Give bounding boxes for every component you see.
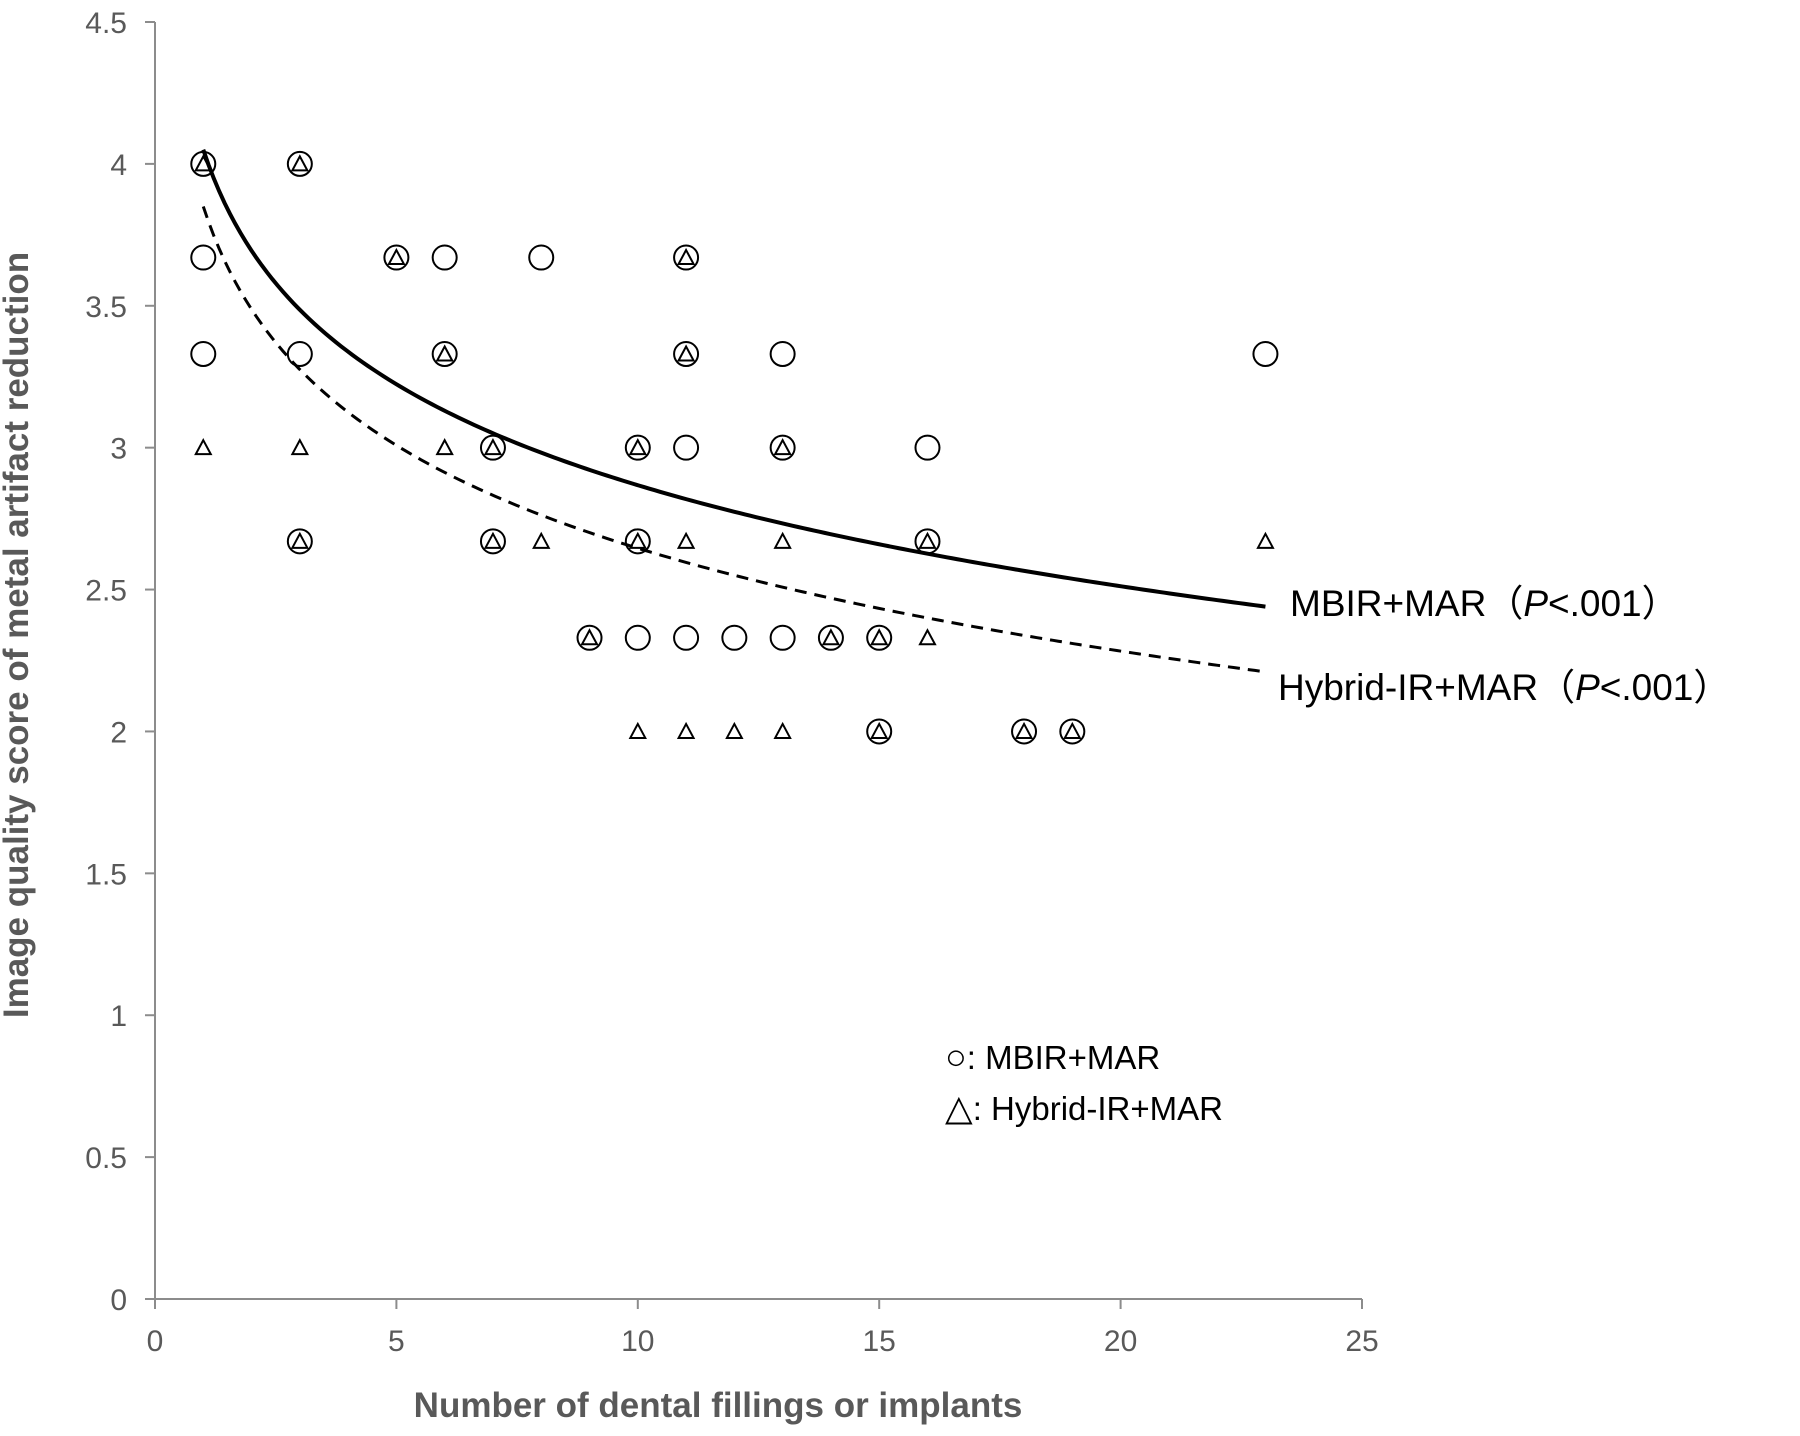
y-tick-label: 2 [110, 716, 127, 749]
hybrid-ir-mar-point [1256, 531, 1275, 549]
x-tick-label: 10 [621, 1325, 654, 1358]
legend-item-hybrid-ir-mar: △: Hybrid-IR+MAR [945, 1087, 1223, 1128]
mbir-mar-point [1011, 718, 1038, 745]
mbir-mar-point [866, 718, 893, 745]
x-tick-label: 5 [388, 1325, 405, 1358]
hybrid-ir-mar-point [628, 438, 647, 456]
mbir-mar-point [286, 150, 313, 177]
hybrid-ir-mar-point [676, 247, 696, 266]
mbir-mar-point [286, 341, 313, 368]
annotations: MBIR+MAR（P<.001） Hybrid-IR+MAR（P<.001） [1278, 583, 1730, 708]
y-tick-label: 0 [110, 1284, 127, 1317]
hybrid-ir-mar-point [870, 721, 889, 739]
mbir-mar-annotation: MBIR+MAR（P<.001） [1290, 583, 1679, 624]
mbir-mar-point [286, 528, 313, 555]
mbir-mar-trend-line [201, 149, 1266, 609]
mbir-mar-point [479, 528, 506, 555]
mbir-mar-point [1252, 341, 1279, 368]
hybrid-ir-mar-point [194, 154, 213, 172]
hybrid-ir-mar-point [483, 438, 503, 456]
hybrid-ir-mar-point [483, 531, 503, 549]
hybrid-ir-mar-trend-line [201, 205, 1266, 674]
hybrid-ir-mar-point [194, 438, 213, 456]
mbir-mar-point [383, 244, 410, 271]
mbir-mar-point [624, 434, 651, 461]
legend-item-mbir-mar: ○: MBIR+MAR [945, 1036, 1160, 1077]
hybrid-ir-mar-annotation: Hybrid-IR+MAR（P<.001） [1278, 667, 1730, 708]
mbir-mar-point [190, 341, 217, 368]
mbir-mar-point [673, 244, 700, 271]
y-tick-label: 4.5 [85, 7, 127, 40]
y-tick-label: 2.5 [85, 575, 127, 608]
y-axis-title: Image quality score of metal artifact re… [0, 252, 36, 1018]
mbir-mar-point [769, 434, 796, 461]
mbir-mar-point [190, 150, 217, 177]
hybrid-ir-mar-point [725, 721, 744, 739]
mbir-mar-point [673, 434, 700, 461]
mbir-mar-point [431, 341, 458, 368]
hybrid-ir-mar-point [290, 154, 310, 172]
hybrid-ir-mar-point [676, 721, 696, 739]
mbir-mar-point [479, 434, 506, 461]
hybrid-ir-mar-point [628, 721, 647, 739]
mbir-mar-point [673, 341, 700, 368]
mbir-mar-point [914, 528, 941, 555]
mbir-mar-point [624, 528, 651, 555]
y-tick-label: 4 [110, 149, 127, 182]
hybrid-ir-mar-point [532, 531, 551, 549]
hybrid-ir-mar-point [387, 247, 406, 266]
y-tick-label: 3 [110, 433, 127, 466]
x-tick-label: 20 [1104, 1325, 1137, 1358]
x-tick-label: 25 [1345, 1325, 1378, 1358]
axes [145, 21, 1363, 1309]
hybrid-ir-mar-point [918, 628, 937, 646]
x-axis-title: Number of dental fillings or implants [414, 1386, 1023, 1425]
mbir-mar-point [190, 244, 217, 271]
hybrid-ir-mar-point [628, 531, 647, 549]
tick-labels: 0 0.5 1 1.5 2 2.5 3 3.5 4 4.5 0 5 10 15 20 25 [85, 7, 1378, 1358]
hybrid-ir-mar-point [773, 531, 792, 549]
hybrid-ir-mar-point [870, 628, 889, 646]
y-tick-label: 1 [110, 1000, 127, 1033]
mbir-mar-point [673, 624, 700, 651]
hybrid-ir-mar-point [290, 438, 310, 456]
x-tick-label: 15 [863, 1325, 896, 1358]
hybrid-ir-mar-point [435, 438, 454, 456]
hybrid-ir-mar-point [1063, 721, 1082, 739]
mbir-mar-point [624, 624, 651, 651]
mbir-mar-point [721, 624, 748, 651]
hybrid-ir-mar-point [580, 628, 599, 646]
hybrid-ir-mar-point [1014, 721, 1034, 739]
hybrid-ir-mar-point [435, 344, 454, 362]
y-tick-label: 3.5 [85, 291, 127, 324]
legend: ○: MBIR+MAR △: Hybrid-IR+MAR [945, 1036, 1223, 1128]
data-points [190, 150, 1279, 745]
mbir-mar-point [866, 624, 893, 651]
hybrid-ir-mar-point [918, 531, 937, 549]
mbir-mar-point [1059, 718, 1086, 745]
mbir-mar-point [431, 244, 458, 271]
y-tick-label: 1.5 [85, 858, 127, 891]
mbir-mar-point [914, 434, 941, 461]
mbir-mar-point [576, 624, 603, 651]
hybrid-ir-mar-point [773, 438, 792, 456]
trend-lines [201, 149, 1266, 674]
mbir-mar-point [769, 341, 796, 368]
hybrid-ir-mar-point [290, 531, 310, 549]
hybrid-ir-mar-point [821, 628, 841, 646]
x-tick-label: 0 [147, 1325, 164, 1358]
y-tick-label: 0.5 [85, 1142, 127, 1175]
hybrid-ir-mar-point [676, 531, 696, 549]
mbir-mar-point [817, 624, 844, 651]
hybrid-ir-mar-point [773, 721, 792, 739]
mbir-mar-point [769, 624, 796, 651]
mbir-mar-point [528, 244, 555, 271]
hybrid-ir-mar-point [676, 344, 696, 362]
